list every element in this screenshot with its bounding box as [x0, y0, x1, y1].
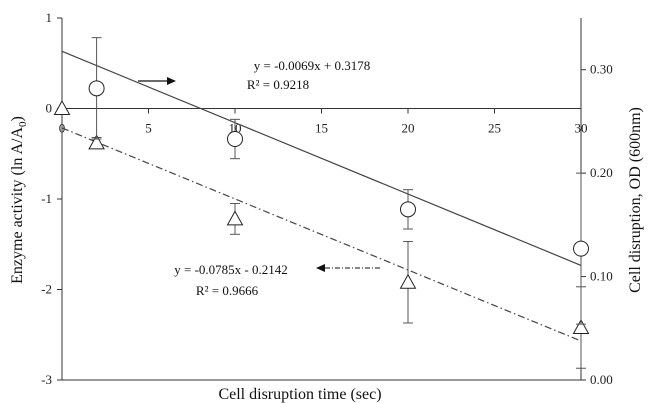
- equation-2-line-1: y = -0.0785x - 0.2142: [174, 262, 288, 277]
- y-axis-right-title: Cell disruption, OD (600nm): [627, 107, 644, 293]
- circle-marker: [88, 80, 105, 97]
- circle-marker: [400, 201, 416, 218]
- arrow-left-icon: [316, 264, 382, 272]
- points-layer: [53, 37, 590, 369]
- x-tick-label: 15: [315, 121, 328, 136]
- x-axis-title: Cell disruption time (sec): [218, 386, 381, 403]
- circle-marker: [573, 240, 589, 257]
- triangle-marker: [53, 99, 71, 115]
- equation-2-line-2: R² = 0.9666: [196, 283, 259, 298]
- circle-marker: [227, 131, 243, 148]
- y-left-tick-label: -2: [41, 282, 52, 297]
- triangle-marker: [88, 134, 105, 150]
- equation-1-line-2: R² = 0.9218: [247, 77, 309, 92]
- y-right-tick-label: 0.10: [590, 269, 613, 284]
- y-right-tick-label: 0.00: [590, 372, 613, 387]
- trendlines-layer: [61, 50, 582, 342]
- triangle-marker: [226, 210, 244, 226]
- arrow-right-icon: [138, 77, 176, 85]
- y-left-tick-label: 1: [46, 10, 53, 25]
- trendline-1: [61, 127, 582, 342]
- triangle-marker: [399, 273, 417, 289]
- trendline-2: [61, 50, 582, 266]
- y-left-tick-label: 0: [46, 101, 53, 116]
- y-left-tick-label: -1: [41, 191, 52, 206]
- equation-1-line-1: y = -0.0069x + 0.3178: [254, 58, 371, 73]
- y-axis-left-title: Enzyme activity (ln A/A0): [9, 116, 29, 284]
- y-right-tick-label: 0.30: [590, 62, 613, 77]
- x-tick-label: 5: [145, 121, 152, 136]
- x-tick-label: 25: [488, 121, 501, 136]
- triangle-marker: [572, 318, 590, 335]
- x-tick-label: 20: [402, 121, 415, 136]
- y-right-tick-label: 0.20: [590, 165, 613, 180]
- x-tick-label: 30: [575, 121, 588, 136]
- y-left-tick-label: -3: [41, 372, 52, 387]
